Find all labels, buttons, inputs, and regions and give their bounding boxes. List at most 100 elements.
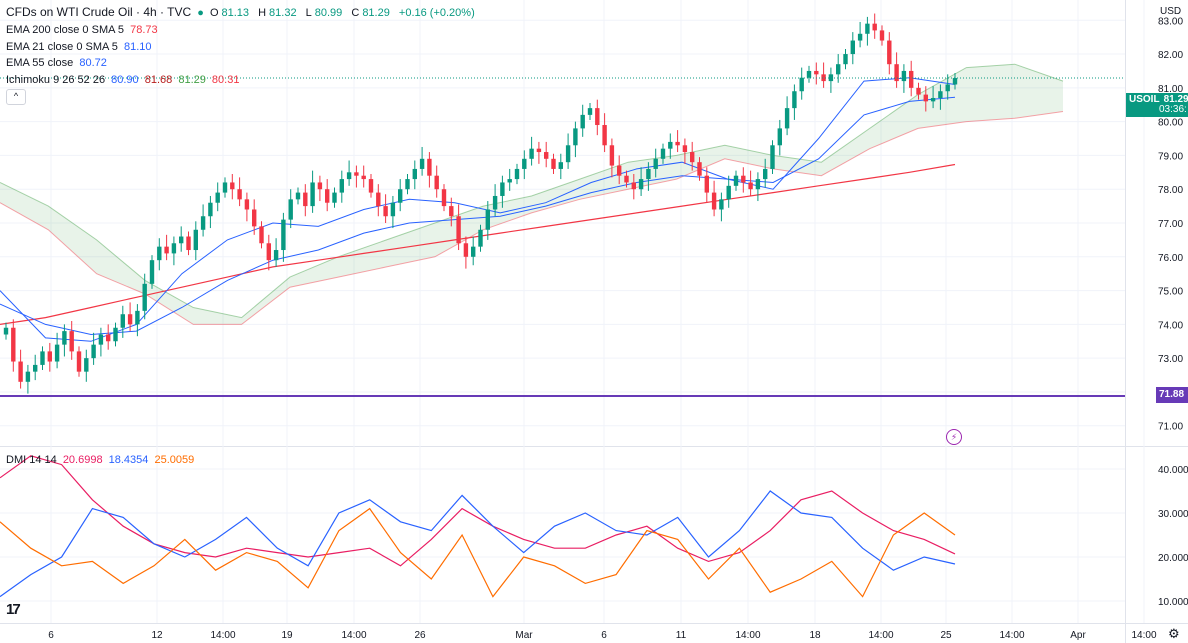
ema55-legend[interactable]: EMA 55 close 80.72 bbox=[6, 56, 110, 70]
axes: 83.00 82.00 81.00 80.00 79.00 78.00 77.00 76.00… bbox=[48, 16, 1188, 641]
candle-body bbox=[463, 243, 469, 257]
candle-body bbox=[617, 165, 622, 176]
price-tick-label: 71.00 bbox=[1158, 422, 1183, 433]
candle-body bbox=[237, 189, 242, 200]
candle-body bbox=[434, 175, 439, 190]
candle-body bbox=[135, 310, 140, 325]
tradingview-logo[interactable]: 17 bbox=[6, 601, 21, 618]
dmi-value-1: 20.6998 bbox=[62, 454, 103, 466]
time-tick-label: 6 bbox=[601, 630, 607, 641]
ema21-legend[interactable]: EMA 21 close 0 SMA 5 81.10 bbox=[6, 40, 154, 54]
ema200-legend[interactable]: EMA 200 close 0 SMA 5 78.73 bbox=[6, 23, 161, 37]
candle-body bbox=[390, 202, 396, 217]
candle-body bbox=[76, 351, 82, 372]
candle-body bbox=[777, 128, 782, 146]
dmi-legend[interactable]: DMI 14 14 20.6998 18.4354 25.0059 bbox=[6, 453, 197, 467]
dmi-tick-label: 20.0000 bbox=[1158, 553, 1188, 564]
candle-body bbox=[733, 175, 739, 186]
lightning-icon[interactable]: ⚡ bbox=[946, 429, 962, 445]
candle-body bbox=[602, 125, 607, 146]
time-tick-label: 25 bbox=[940, 630, 952, 641]
candle-body bbox=[317, 182, 323, 190]
candle-body bbox=[690, 152, 695, 163]
candle-body bbox=[755, 179, 761, 190]
series-line-2 bbox=[0, 96, 956, 336]
candle-body bbox=[894, 64, 899, 82]
candle-body bbox=[47, 351, 52, 362]
market-status-dot: ● bbox=[197, 7, 204, 19]
candle-body bbox=[412, 168, 417, 180]
candle-body bbox=[675, 141, 680, 146]
candle-body bbox=[25, 371, 31, 382]
candle-body bbox=[215, 192, 220, 203]
ichimoku-value-4: 80.31 bbox=[211, 74, 240, 86]
time-tick-label: 26 bbox=[414, 630, 426, 641]
candle-body bbox=[879, 30, 885, 41]
candle-body bbox=[872, 23, 877, 31]
candle-body bbox=[865, 23, 870, 34]
candle-body bbox=[799, 77, 804, 92]
candle-body bbox=[536, 148, 542, 153]
candle-body bbox=[492, 195, 498, 210]
candle-body bbox=[346, 172, 352, 180]
ichimoku-value-2: 81.68 bbox=[144, 74, 173, 86]
close-value: 81.29 bbox=[362, 7, 390, 19]
candle-body bbox=[230, 182, 235, 190]
candle-body bbox=[40, 351, 45, 365]
chevron-up-icon: ^ bbox=[13, 91, 19, 101]
candle-body bbox=[332, 192, 337, 203]
dmi-tick-label: 40.0000 bbox=[1158, 465, 1188, 476]
low-value: 80.99 bbox=[314, 7, 343, 19]
high-value: 81.32 bbox=[269, 7, 297, 19]
time-tick-label: Mar bbox=[515, 630, 533, 641]
candle-body bbox=[405, 179, 410, 190]
candle-body bbox=[376, 192, 381, 207]
candle-body bbox=[281, 219, 286, 251]
candle-body bbox=[646, 168, 651, 180]
candle-body bbox=[587, 108, 593, 115]
ema55-label: EMA 55 close bbox=[6, 57, 74, 69]
time-tick-label: 11 bbox=[676, 630, 687, 641]
candle-body bbox=[843, 54, 848, 65]
candle-body bbox=[441, 189, 447, 207]
price-tick-label: 73.00 bbox=[1158, 354, 1183, 365]
candle-body bbox=[806, 70, 812, 78]
candle-body bbox=[726, 185, 731, 200]
dmi-line-0 bbox=[0, 455, 956, 567]
candle-body bbox=[273, 250, 279, 261]
candle-body bbox=[792, 91, 797, 109]
candle-body bbox=[828, 74, 834, 82]
currency-label[interactable]: USD bbox=[1160, 6, 1182, 17]
candle-body bbox=[62, 331, 67, 345]
candle-body bbox=[106, 334, 111, 342]
candle-body bbox=[507, 179, 512, 183]
collapse-legend-button[interactable]: ^ bbox=[6, 89, 26, 105]
gear-icon[interactable]: ⚙ bbox=[1168, 626, 1180, 642]
time-tick-label: 6 bbox=[48, 630, 54, 641]
candle-body bbox=[901, 70, 907, 82]
candle-body bbox=[580, 114, 585, 129]
candle-body bbox=[303, 192, 308, 207]
dmi-tick-label: 10.0000 bbox=[1158, 597, 1188, 608]
candle-body bbox=[784, 108, 790, 129]
ichimoku-value-1: 80.90 bbox=[111, 74, 139, 86]
symbol-title[interactable]: CFDs on WTI Crude Oil · 4h · TVC bbox=[6, 5, 192, 19]
change-value: +0.16 (+0.20%) bbox=[398, 7, 475, 19]
time-tick-label: 14:00 bbox=[999, 630, 1024, 641]
candle-body bbox=[339, 179, 344, 193]
price-tick-label: 76.00 bbox=[1158, 253, 1183, 264]
candle-body bbox=[208, 202, 213, 217]
candle-body bbox=[69, 331, 74, 352]
span-b-line bbox=[0, 111, 1064, 325]
dmi-line-2 bbox=[0, 507, 956, 598]
time-tick-label: 12 bbox=[151, 630, 163, 641]
time-tick-label: 19 bbox=[281, 630, 293, 641]
candle-body bbox=[127, 314, 133, 325]
candle-body bbox=[697, 162, 702, 176]
candle-body bbox=[288, 199, 293, 220]
price-tick-label: 80.00 bbox=[1158, 118, 1183, 129]
candle-body bbox=[98, 334, 104, 345]
indicator-lines bbox=[0, 77, 956, 342]
ichimoku-legend[interactable]: Ichimoku 9 26 52 26 80.90 81.68 81.29 80… bbox=[6, 73, 242, 87]
